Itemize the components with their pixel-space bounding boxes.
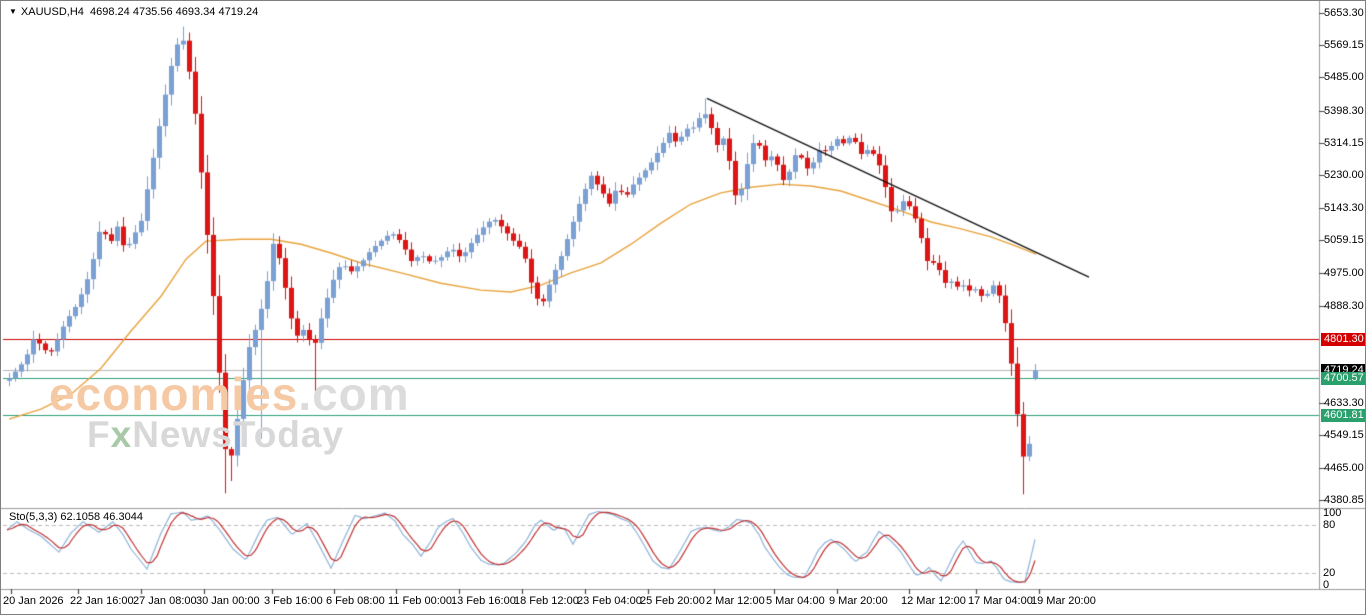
time-tick-label: 9 Mar 20:00 [829,595,888,607]
price-tick-label: 5230.00 [1324,169,1364,181]
price-tick-label: 4633.30 [1324,397,1364,409]
time-tick-label: 23 Feb 04:00 [577,595,642,607]
time-tick-label: 11 Feb 00:00 [388,595,453,607]
symbol-period-label: XAUUSD,H4 [20,6,84,18]
price-tick-label: 5059.15 [1324,234,1364,246]
time-tick-label: 25 Feb 20:00 [640,595,705,607]
price-tick-label: 4549.15 [1324,429,1364,441]
watermark-economies: economies.com [49,367,410,421]
time-tick-label: 30 Jan 00:00 [196,595,260,607]
hline-price-label: 4801.30 [1321,333,1365,346]
price-tick-label: 5398.30 [1324,105,1364,117]
watermark-x: x [110,414,133,455]
time-tick-label: 17 Mar 04:00 [968,595,1033,607]
price-tick-label: 4975.00 [1324,267,1364,279]
stochastic-indicator-label[interactable]: Sto(5,3,3) 62.1058 46.3044 [9,511,143,523]
time-tick-label: 19 Mar 20:00 [1031,595,1096,607]
price-tick-label: 4888.30 [1324,300,1364,312]
price-tick-label: 5143.30 [1324,202,1364,214]
price-tick-label: 4380.85 [1324,494,1364,506]
stochastic-scale-label: 20 [1323,567,1336,579]
price-tick-label: 5569.15 [1324,39,1364,51]
price-tick-label: 5314.15 [1324,137,1364,149]
chevron-down-icon[interactable]: ▼ [9,7,17,16]
time-tick-label: 5 Mar 04:00 [766,595,825,607]
stochastic-scale-label: 80 [1323,519,1336,531]
time-tick-label: 12 Mar 12:00 [901,595,966,607]
time-tick-label: 27 Jan 08:00 [133,595,197,607]
hline-price-label: 4700.57 [1321,372,1365,385]
time-tick-label: 2 Mar 12:00 [706,595,765,607]
time-tick-label: 20 Jan 2026 [3,595,64,607]
price-tick-label: 4465.00 [1324,462,1364,474]
time-tick-label: 3 Feb 16:00 [264,595,323,607]
watermark-brand-suffix: .com [298,368,410,420]
stochastic-scale-label: 0 [1323,579,1330,591]
stochastic-scale-label: 100 [1323,507,1342,519]
watermark-fxnewstoday: FxNewsToday [87,414,344,456]
watermark-brand-text: economies [49,368,299,420]
time-tick-label: 13 Feb 16:00 [451,595,516,607]
ohlc-readout: 4698.24 4735.56 4693.34 4719.24 [90,6,259,18]
hline-price-label: 4601.81 [1321,409,1365,422]
watermark-rest: NewsToday [132,414,345,455]
symbol-title[interactable]: ▼ XAUUSD,H4 4698.24 4735.56 4693.34 4719.… [9,6,258,18]
time-tick-label: 22 Jan 16:00 [70,595,134,607]
watermark-f: F [87,414,111,455]
time-tick-label: 6 Feb 08:00 [326,595,385,607]
price-tick-label: 5653.30 [1324,7,1364,19]
time-tick-label: 18 Feb 12:00 [514,595,579,607]
price-tick-label: 5485.00 [1324,71,1364,83]
